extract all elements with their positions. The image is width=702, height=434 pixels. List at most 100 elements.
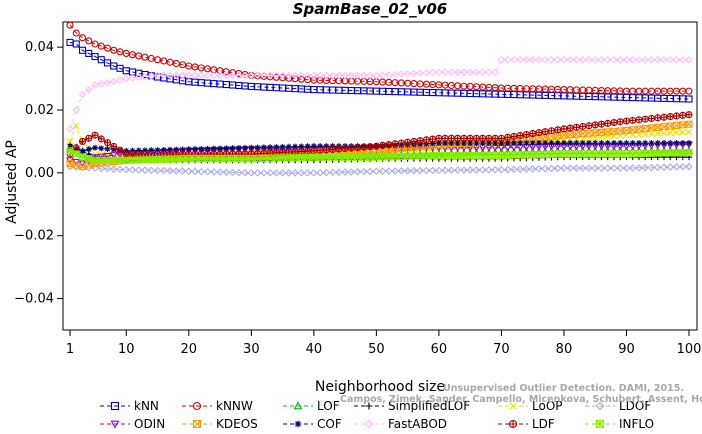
data-point <box>391 153 399 161</box>
data-point <box>91 156 99 164</box>
data-point <box>522 165 531 173</box>
data-point <box>341 71 349 80</box>
data-point <box>103 164 112 173</box>
data-point <box>328 168 337 177</box>
data-point <box>435 134 443 142</box>
data-point <box>298 143 305 150</box>
data-point <box>173 146 180 153</box>
data-point <box>648 140 655 146</box>
data-point <box>304 147 312 155</box>
data-point <box>535 55 543 64</box>
data-point <box>122 165 131 174</box>
data-point <box>372 167 381 176</box>
data-point <box>97 135 105 143</box>
legend-item-SimplifiedLOF: SimplifiedLOF <box>354 399 470 413</box>
data-point <box>610 140 617 146</box>
data-point <box>341 145 349 152</box>
data-point <box>628 55 637 64</box>
data-point <box>660 55 668 64</box>
data-point <box>98 145 105 152</box>
data-point <box>547 150 555 158</box>
data-point <box>297 71 306 80</box>
data-point <box>547 164 556 173</box>
data-point <box>453 68 462 77</box>
data-point <box>397 167 406 175</box>
data-point <box>128 150 137 158</box>
data-point <box>622 150 631 158</box>
data-point <box>235 71 243 80</box>
x-tick-label: 1 <box>66 342 74 357</box>
data-point <box>128 166 137 174</box>
data-point <box>160 146 167 153</box>
data-point <box>504 140 511 146</box>
data-point <box>78 163 87 171</box>
data-point <box>285 71 293 80</box>
data-point <box>235 145 242 152</box>
legend-label: LDF <box>532 417 555 431</box>
data-point <box>441 68 449 77</box>
data-point <box>497 165 506 174</box>
data-point <box>141 156 149 164</box>
legend-label: KDEOS <box>216 417 258 431</box>
data-point <box>416 166 424 175</box>
plot-area <box>66 21 693 177</box>
data-point <box>547 55 556 64</box>
data-point <box>109 165 118 173</box>
data-point <box>597 55 606 64</box>
data-point <box>247 71 256 80</box>
data-point <box>172 155 180 163</box>
data-point <box>160 71 168 80</box>
legend-swatch-marker <box>110 401 120 411</box>
data-point <box>410 152 418 160</box>
data-point <box>441 166 449 175</box>
data-point <box>528 165 537 173</box>
data-point <box>85 146 92 153</box>
data-point <box>554 126 562 134</box>
data-point <box>104 145 111 152</box>
data-point <box>660 113 668 121</box>
data-point <box>592 140 599 146</box>
data-point <box>516 131 524 139</box>
data-point <box>492 140 499 146</box>
data-point <box>573 140 580 146</box>
data-point <box>422 152 430 160</box>
data-point <box>116 156 124 164</box>
data-point <box>160 155 168 163</box>
data-point <box>198 145 205 152</box>
data-point <box>685 148 693 156</box>
data-point <box>266 154 274 162</box>
data-point <box>229 155 237 163</box>
data-point <box>291 154 299 162</box>
data-point <box>585 122 593 130</box>
data-point <box>172 167 181 175</box>
data-point <box>428 68 437 77</box>
data-point <box>579 140 586 146</box>
legend-label: LOF <box>317 399 340 413</box>
data-point <box>385 141 393 149</box>
y-tick-label: −0.04 <box>14 292 54 307</box>
data-point <box>260 169 268 177</box>
data-point <box>385 153 393 161</box>
data-point <box>535 129 543 137</box>
data-point <box>442 140 449 146</box>
data-point <box>78 34 87 42</box>
data-point <box>429 152 437 160</box>
data-point <box>541 55 549 64</box>
x-tick-label: 70 <box>493 342 510 357</box>
data-point <box>528 55 537 64</box>
data-point <box>666 113 674 121</box>
data-point <box>266 71 274 80</box>
data-point <box>529 130 537 138</box>
data-point <box>279 154 287 162</box>
data-point <box>560 150 568 158</box>
data-point <box>453 166 462 174</box>
legend-label: kNN <box>134 399 159 413</box>
data-point <box>472 68 481 77</box>
data-point <box>372 71 381 80</box>
data-point <box>103 156 112 164</box>
data-point <box>91 131 99 139</box>
data-point <box>204 155 212 163</box>
data-point <box>422 136 430 144</box>
data-point <box>679 121 687 129</box>
data-point <box>317 143 324 150</box>
